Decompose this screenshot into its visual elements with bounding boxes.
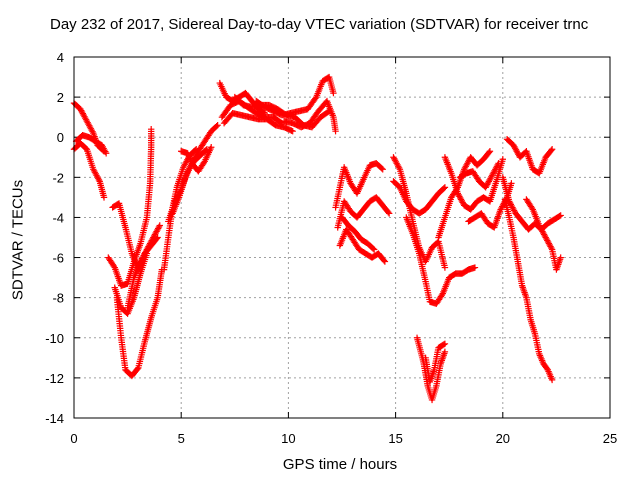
x-tick-label: 25 — [603, 431, 617, 446]
data-point — [441, 184, 449, 191]
data-point — [380, 257, 388, 264]
data-point — [508, 180, 515, 187]
data-point — [557, 254, 564, 261]
data-track — [523, 196, 564, 273]
data-track — [105, 126, 155, 289]
data-point — [385, 209, 392, 216]
data-point — [556, 212, 563, 220]
data-track — [338, 214, 378, 253]
data-point — [100, 194, 108, 201]
data-point — [110, 262, 118, 270]
data-point — [370, 246, 378, 253]
data-track — [169, 121, 221, 217]
data-track — [503, 136, 556, 177]
data-point — [486, 148, 494, 155]
y-tick-label: -4 — [52, 210, 64, 225]
data-point — [369, 245, 377, 252]
data-track — [113, 266, 166, 380]
data-point — [214, 121, 221, 129]
y-tick-label: -14 — [45, 411, 64, 426]
data-point — [547, 147, 555, 154]
data-track — [501, 196, 556, 384]
plot-frame — [73, 56, 611, 419]
data-point — [548, 244, 555, 252]
data-track — [390, 178, 449, 217]
data-point — [441, 340, 449, 347]
data-track — [336, 226, 389, 265]
data-track — [456, 160, 502, 191]
data-point — [485, 149, 493, 156]
data-track — [70, 140, 108, 201]
x-tick-label: 10 — [281, 431, 295, 446]
data-point — [499, 156, 506, 163]
data-point — [494, 161, 501, 168]
data-point — [378, 165, 385, 172]
data-point — [471, 264, 479, 271]
data-point — [379, 166, 386, 173]
data-track — [435, 148, 494, 241]
data-track — [178, 144, 215, 175]
data-track — [332, 160, 386, 211]
data-track — [422, 340, 449, 386]
data-point — [528, 204, 536, 212]
data-point — [155, 223, 163, 231]
data-track — [253, 73, 337, 119]
y-tick-label: 4 — [57, 50, 64, 65]
data-point — [441, 264, 449, 271]
data-point — [208, 144, 215, 151]
x-tick-label: 0 — [70, 431, 77, 446]
data-point — [332, 128, 339, 135]
data-point — [495, 160, 502, 167]
data-track — [390, 154, 449, 271]
data-track — [280, 97, 339, 135]
y-tick-label: -10 — [45, 331, 64, 346]
data-track — [124, 222, 163, 311]
data-point — [134, 365, 141, 373]
y-tick-label: -6 — [52, 251, 64, 266]
y-tick-label: 0 — [57, 130, 64, 145]
data-track — [441, 154, 506, 213]
data-point — [213, 122, 220, 130]
data-point — [156, 222, 163, 229]
y-tick-label: -2 — [52, 170, 64, 185]
data-point — [438, 291, 446, 299]
x-tick-label: 5 — [178, 431, 185, 446]
y-tick-label: -8 — [52, 291, 64, 306]
y-tick-label: -12 — [45, 371, 64, 386]
data-point — [441, 348, 449, 356]
data-point — [89, 128, 96, 135]
y-tick-label: 2 — [57, 90, 64, 105]
data-track — [220, 109, 296, 135]
data-point — [102, 150, 110, 157]
data-point — [95, 176, 103, 184]
data-point — [440, 185, 448, 192]
data-track — [403, 214, 479, 307]
data-point — [381, 258, 389, 265]
data-point — [440, 341, 448, 348]
x-axis-label: GPS time / hours — [282, 456, 398, 473]
x-tick-label: 20 — [496, 431, 510, 446]
data-track — [72, 132, 110, 157]
data-point — [330, 89, 337, 97]
y-axis-label: SDTVAR / TECUs — [9, 179, 27, 301]
data-point — [548, 376, 556, 384]
data-point — [557, 212, 564, 219]
data-point — [395, 164, 403, 172]
data-track — [334, 194, 393, 231]
data-point — [289, 128, 296, 135]
data-layer — [70, 73, 564, 404]
data-point — [385, 210, 393, 217]
chart-title: Day 232 of 2017, Sidereal Day-to-day VTE… — [50, 16, 589, 33]
data-point — [147, 126, 155, 133]
data-point — [548, 146, 556, 153]
x-tick-label: 15 — [388, 431, 402, 446]
